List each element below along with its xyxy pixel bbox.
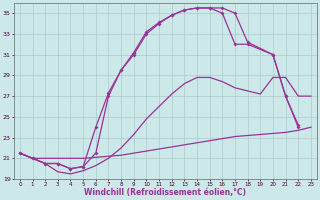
X-axis label: Windchill (Refroidissement éolien,°C): Windchill (Refroidissement éolien,°C)	[84, 188, 246, 197]
